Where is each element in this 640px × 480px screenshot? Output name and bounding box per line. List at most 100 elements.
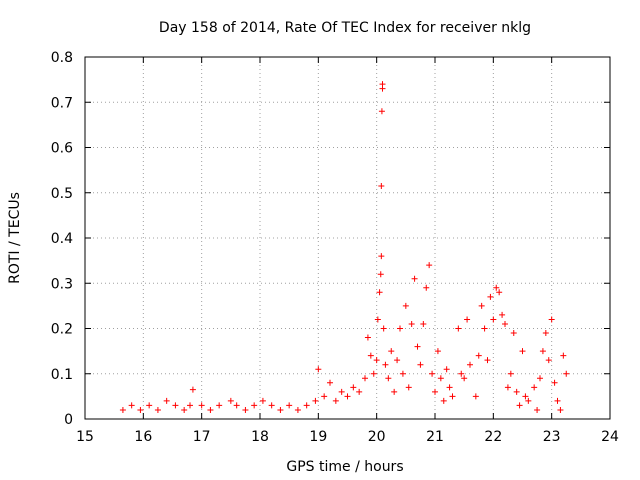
data-point <box>519 348 526 355</box>
data-point <box>467 361 473 368</box>
data-point <box>496 289 503 296</box>
x-tick-label: 15 <box>76 429 94 445</box>
data-point <box>277 406 284 413</box>
x-tick-label: 20 <box>368 429 386 445</box>
data-point <box>373 357 380 364</box>
data-point <box>513 388 520 395</box>
data-point <box>516 402 523 409</box>
data-point <box>408 320 415 327</box>
data-point <box>542 330 549 337</box>
data-point <box>399 370 406 377</box>
y-tick-label: 0.1 <box>51 367 73 383</box>
data-point <box>484 357 491 364</box>
data-point <box>367 352 374 359</box>
data-point <box>172 402 179 409</box>
data-point <box>478 302 485 309</box>
chart-title: Day 158 of 2014, Rate Of TEC Index for r… <box>159 20 531 36</box>
x-tick-label: 22 <box>484 429 502 445</box>
data-point <box>446 384 453 391</box>
data-point <box>531 384 538 391</box>
data-point <box>380 325 387 332</box>
data-point <box>472 393 479 400</box>
data-point <box>189 386 196 393</box>
data-point <box>525 397 532 404</box>
x-tick-label: 17 <box>193 429 211 445</box>
data-point <box>294 406 301 413</box>
x-tick-label: 23 <box>543 429 561 445</box>
y-tick-label: 0.8 <box>51 50 73 66</box>
data-point <box>499 311 506 318</box>
data-point <box>411 275 418 282</box>
data-point <box>181 406 188 413</box>
data-point <box>455 325 462 332</box>
data-point <box>490 316 497 323</box>
data-point <box>251 402 258 409</box>
data-point <box>344 393 351 400</box>
data-point <box>420 320 427 327</box>
data-point <box>146 402 153 409</box>
data-point <box>548 316 555 323</box>
data-point <box>475 352 482 359</box>
data-point <box>522 393 529 400</box>
y-tick-label: 0.5 <box>51 186 73 202</box>
data-point <box>377 271 384 278</box>
data-point <box>437 375 444 382</box>
data-point <box>259 397 266 404</box>
x-tick-label: 21 <box>426 429 444 445</box>
data-point <box>338 388 345 395</box>
x-tick-label: 19 <box>309 429 327 445</box>
data-point <box>537 375 543 382</box>
data-point <box>137 406 144 413</box>
data-point <box>443 366 450 373</box>
data-point <box>242 406 249 413</box>
data-point <box>551 379 558 386</box>
y-axis-label: ROTI / TECUs <box>7 192 23 284</box>
data-point <box>378 108 385 115</box>
data-point <box>374 316 381 323</box>
data-point <box>557 406 564 413</box>
x-tick-label: 24 <box>601 429 619 445</box>
x-tick-label: 18 <box>251 429 269 445</box>
x-tick-label: 16 <box>134 429 152 445</box>
data-point <box>563 370 570 377</box>
data-point <box>379 81 386 88</box>
axis-ticks <box>84 56 611 420</box>
data-point <box>268 402 275 409</box>
data-point <box>440 397 447 404</box>
data-point <box>128 402 135 409</box>
data-points <box>119 81 570 413</box>
data-point <box>233 402 240 409</box>
y-tick-label: 0.7 <box>51 95 73 111</box>
data-point <box>385 375 392 382</box>
data-point <box>417 361 424 368</box>
data-point <box>554 397 561 404</box>
x-axis-label: GPS time / hours <box>286 459 403 475</box>
data-point <box>362 375 368 382</box>
data-point <box>286 402 293 409</box>
data-point <box>449 393 456 400</box>
data-point <box>560 352 567 359</box>
data-point <box>504 384 511 391</box>
data-point <box>378 182 385 189</box>
data-point <box>397 325 403 332</box>
y-tick-label: 0.2 <box>51 322 73 338</box>
data-point <box>402 302 409 309</box>
data-point <box>163 397 170 404</box>
data-point <box>510 330 517 337</box>
data-point <box>507 370 514 377</box>
data-point <box>303 402 310 409</box>
data-point <box>423 284 430 291</box>
data-point <box>198 402 205 409</box>
data-point <box>429 370 436 377</box>
data-point <box>376 289 383 296</box>
data-point <box>312 397 319 404</box>
data-point <box>332 397 339 404</box>
data-point <box>315 366 322 373</box>
data-point <box>405 384 412 391</box>
data-point <box>321 393 328 400</box>
data-point <box>426 262 433 269</box>
data-point <box>391 388 398 395</box>
y-axis-tick-labels: 0 0.1 0.2 0.3 0.4 0.5 0.6 0.7 0.8 <box>51 50 73 428</box>
data-point <box>207 406 214 413</box>
